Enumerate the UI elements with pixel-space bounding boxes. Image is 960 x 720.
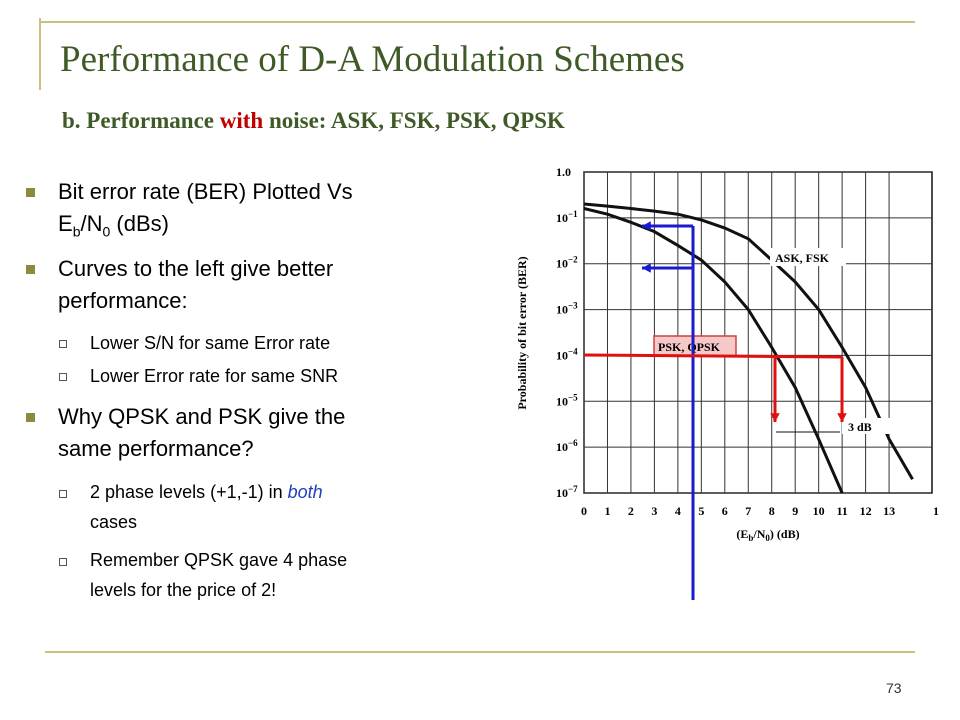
y-tick-base: 10 [556,257,568,271]
y-tick-base: 10 [556,303,568,317]
x-axis-label-part: 0 [765,533,770,543]
sub-bullet: Remember QPSK gave 4 phase levels for the… [90,545,347,605]
text: b [72,223,81,240]
x-axis-label-part: ) (dB) [770,527,800,541]
page-number: 73 [886,680,902,696]
text: E [58,211,73,236]
text: (dBs) [110,211,169,236]
x-tick-label: 3 [651,504,657,518]
red-line [583,353,843,359]
x-tick-label: 2 [628,504,634,518]
text: 2 phase levels (+1,-1) in [90,482,288,502]
x-tick-label: 0 [581,504,587,518]
text: cases [90,512,138,532]
y-tick-label: 1.0 [556,165,571,179]
text: /N [80,211,103,236]
x-tick-label: 7 [745,504,751,518]
y-tick-exp: −1 [568,209,578,219]
text: Remember QPSK gave 4 phase [90,550,348,570]
y-axis-label: Probability of bit error (BER) [515,256,529,409]
bullet-icon [26,188,35,197]
y-tick-label: 10−3 [556,301,578,317]
x-axis-label-part: (E [736,527,748,541]
bullet: Curves to the left give better performanc… [58,253,333,317]
text: Curves to the left give better [58,256,334,281]
y-tick-base: 10 [556,440,568,454]
y-tick-exp: −7 [568,484,578,494]
blue-arrow-head [642,221,651,231]
y-tick-label: 10−7 [556,484,578,500]
bullet: Why QPSK and PSK give the same performanc… [58,401,345,465]
y-tick-exp: −2 [568,255,578,265]
x-tick-label: 8 [769,504,775,518]
x-tick-label: 11 [836,504,847,518]
text: performance: [58,288,188,313]
text: Bit error rate (BER) Plotted Vs [58,179,353,204]
sub-bullet: Lower Error rate for same SNR [90,366,339,386]
plot-area [583,171,933,494]
y-tick-exp: −4 [568,346,578,356]
sub-bullet-icon [59,558,67,566]
blue-arrow-head [642,263,651,273]
red-arrow-head [837,413,847,422]
label-bg [770,248,846,266]
red-arrow-head [770,413,780,422]
text: Why QPSK and PSK give the [58,404,346,429]
x-tick-label: 10 [813,504,825,518]
bullet-icon [26,265,35,274]
x-axis-label: (Eb/N0) (dB) [736,527,799,543]
sub-bullet: Lower S/N for same Error rate [90,333,331,353]
y-tick-label: 10−1 [556,209,578,225]
annotation: 3 dB [848,420,872,434]
y-tick-label: 10−6 [556,438,578,454]
sub-bullet: 2 phase levels (+1,-1) in both cases [90,477,323,537]
y-tick-exp: −5 [568,392,578,402]
y-tick-base: 10 [556,486,568,500]
x-tick-label: 5 [698,504,704,518]
series-label: ASK, FSK [775,251,830,265]
bullet: Bit error rate (BER) Plotted Vs Eb/N0 (dB… [58,176,353,247]
subtitle-highlight: with [219,108,264,133]
y-tick-base: 10 [556,211,568,225]
x-axis-label-part: b [748,533,753,543]
y-tick-base: 10 [556,394,568,408]
text: same performance? [58,436,254,461]
label-bg [842,418,892,434]
series-label: PSK, QPSK [658,340,721,354]
sub-bullet-icon [59,340,67,348]
subtitle: b. Performance with noise: ASK, FSK, PSK… [62,108,565,134]
text: levels for the price of 2! [90,580,277,600]
curve [583,207,844,494]
x-tick-label: 1 [604,504,610,518]
y-tick-base: 10 [556,348,568,362]
emphasis: both [287,482,323,502]
sub-bullet-icon [59,490,67,498]
title: Performance of D-A Modulation Schemes [60,39,685,80]
x-axis-label-part: /N [752,527,765,541]
y-tick-label: 10−5 [556,392,578,408]
bullet-icon [26,413,35,422]
y-tick-base: 1.0 [556,165,571,179]
y-tick-exp: −6 [568,438,578,448]
y-tick-exp: −3 [568,301,578,311]
sub-bullet-icon [59,373,67,381]
x-tick-label: 13 [883,504,895,518]
x-tick-label: 4 [675,504,681,518]
x-tick-label: 12 [860,504,872,518]
x-tick-label: 1 [933,504,939,518]
y-tick-label: 10−4 [556,346,578,362]
curve [583,202,914,480]
subtitle-text: b. Performance [62,108,220,133]
y-tick-label: 10−2 [556,255,578,271]
subtitle-text: noise: ASK, FSK, PSK, QPSK [263,108,565,133]
text: 0 [102,223,111,240]
x-tick-label: 6 [722,504,728,518]
x-tick-label: 9 [792,504,798,518]
